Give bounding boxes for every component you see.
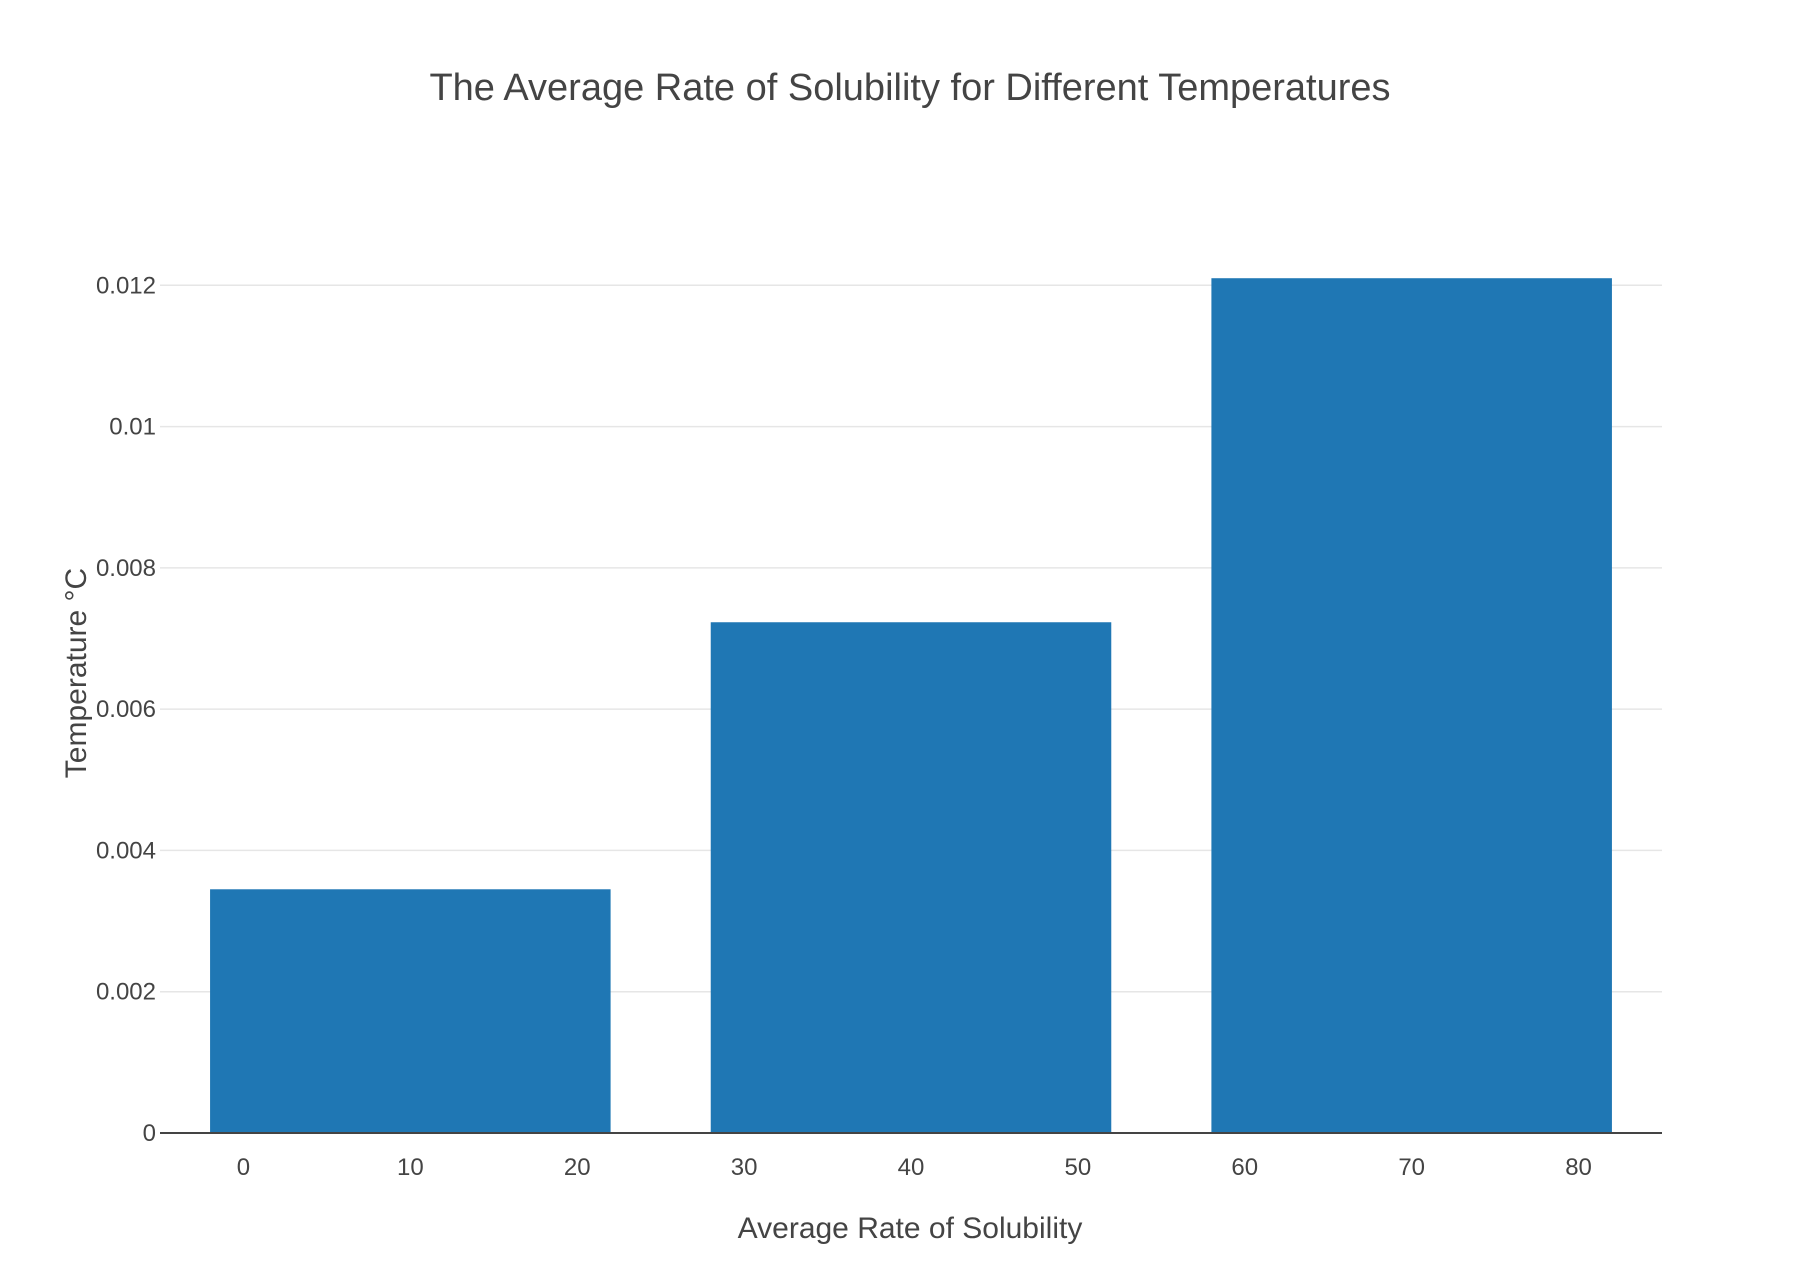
bar-2[interactable] — [710, 622, 1112, 1133]
x-tick-label: 10 — [397, 1154, 424, 1181]
x-tick-label: 0 — [237, 1154, 250, 1181]
y-tick-label: 0.006 — [96, 696, 156, 723]
x-tick-label: 70 — [1398, 1154, 1425, 1181]
y-tick-label: 0.012 — [96, 272, 156, 299]
y-tick-label: 0.002 — [96, 979, 156, 1006]
y-tick-label: 0.01 — [109, 414, 156, 441]
y-tick-label: 0.004 — [96, 837, 156, 864]
y-tick-label: 0.008 — [96, 555, 156, 582]
chart-title: The Average Rate of Solubility for Diffe… — [429, 67, 1390, 109]
x-tick-label: 60 — [1231, 1154, 1258, 1181]
x-axis-ticks: 0 10 20 30 40 50 60 70 80 — [237, 1154, 1592, 1181]
x-tick-label: 30 — [731, 1154, 758, 1181]
x-tick-label: 80 — [1565, 1154, 1592, 1181]
x-tick-label: 40 — [898, 1154, 925, 1181]
y-tick-label: 0 — [143, 1120, 156, 1147]
x-tick-label: 20 — [564, 1154, 591, 1181]
x-axis-title: Average Rate of Solubility — [738, 1212, 1083, 1245]
bar-3[interactable] — [1211, 278, 1612, 1134]
y-axis-ticks: 0 0.002 0.004 0.006 0.008 0.01 0.012 — [96, 272, 156, 1147]
x-tick-label: 50 — [1065, 1154, 1092, 1181]
bars — [210, 278, 1612, 1134]
y-axis-title: Temperature °C — [60, 568, 93, 778]
bar-1[interactable] — [210, 889, 611, 1133]
